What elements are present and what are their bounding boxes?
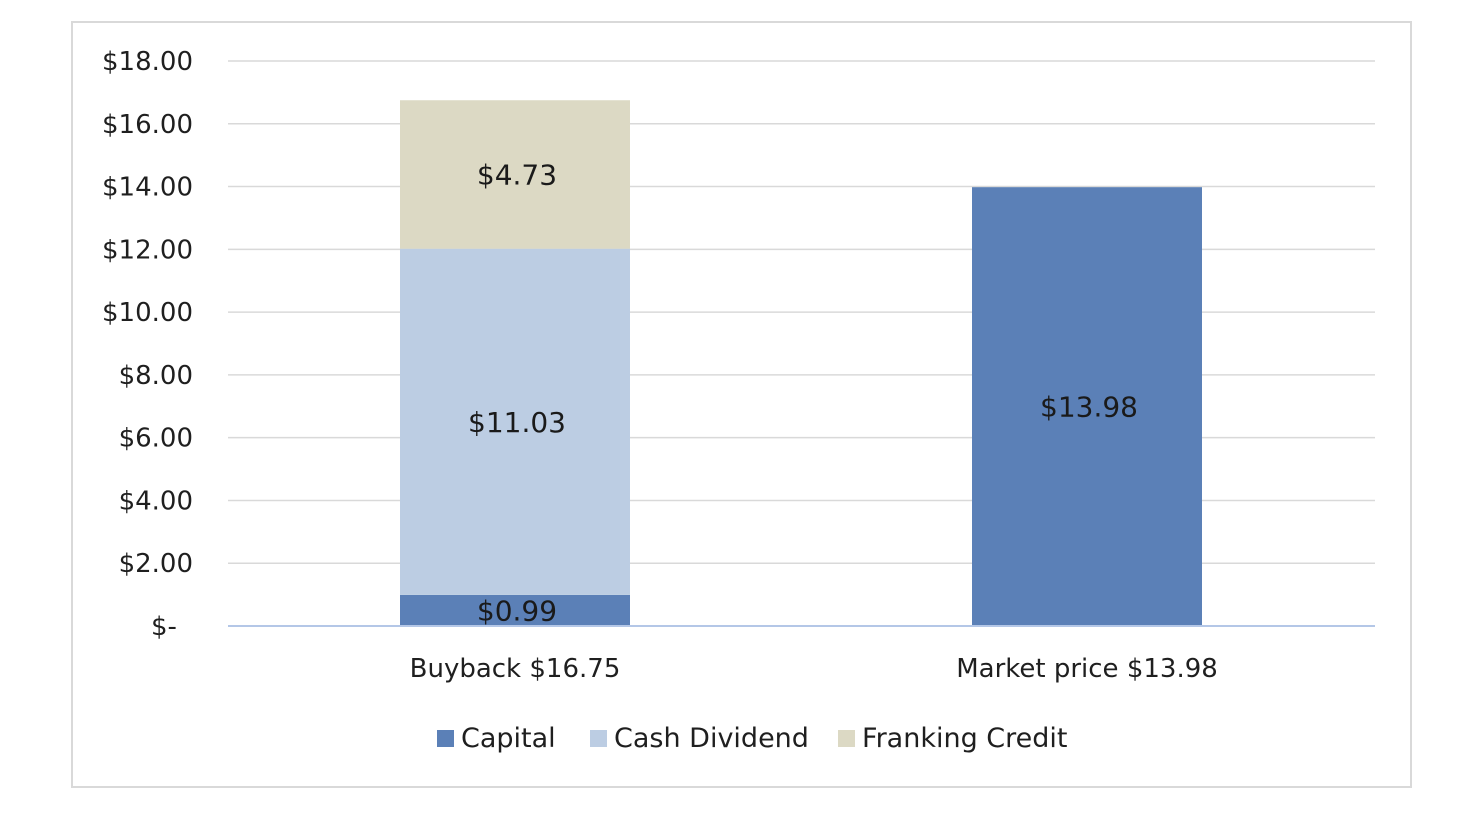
x-axis-category-labels: Buyback $16.75 Market price $13.98 xyxy=(410,654,1218,684)
y-tick-label-0: $- xyxy=(151,612,177,642)
bar-buyback-16-75-capital xyxy=(400,594,630,626)
y-tick-label-7: $14.00 xyxy=(102,173,193,203)
y-tick-label-6: $12.00 xyxy=(102,235,193,265)
bar-buyback-16-75-franking-credit xyxy=(400,100,630,249)
legend: Capital Cash Dividend Franking Credit xyxy=(437,723,1068,754)
y-axis-tick-labels: $- $2.00 $4.00 $6.00 $8.00 $10.00 $12.00 $14.00… xyxy=(102,47,193,642)
legend-label-capital: Capital xyxy=(461,723,556,754)
y-tick-label-3: $6.00 xyxy=(119,424,193,454)
legend-swatch-cash-dividend xyxy=(590,730,607,747)
y-tick-label-1: $2.00 xyxy=(119,549,193,579)
data-labels: $0.99 $11.03 $4.73 $13.98 xyxy=(468,158,1138,627)
data-label-buyback-16-75-cash-dividend: $11.03 xyxy=(468,406,566,439)
x-category-label-0: Buyback $16.75 xyxy=(410,654,621,684)
y-tick-label-5: $10.00 xyxy=(102,298,193,328)
legend-swatch-capital xyxy=(437,730,454,747)
bars xyxy=(400,100,1202,626)
bar-buyback-16-75-cash-dividend xyxy=(400,248,630,595)
y-tick-label-9: $18.00 xyxy=(102,47,193,77)
legend-label-franking-credit: Franking Credit xyxy=(862,723,1068,754)
data-label-buyback-16-75-franking-credit: $4.73 xyxy=(477,158,557,191)
legend-label-cash-dividend: Cash Dividend xyxy=(614,723,809,754)
x-category-label-1: Market price $13.98 xyxy=(956,654,1218,684)
data-label-buyback-16-75-capital: $0.99 xyxy=(477,594,557,627)
y-tick-label-2: $4.00 xyxy=(119,486,193,516)
y-tick-label-4: $8.00 xyxy=(119,361,193,391)
legend-swatch-franking-credit xyxy=(838,730,855,747)
y-tick-label-8: $16.00 xyxy=(102,110,193,140)
bar-market-price-13-98-capital xyxy=(972,187,1202,626)
data-label-market-price-13-98-capital: $13.98 xyxy=(1040,391,1138,424)
